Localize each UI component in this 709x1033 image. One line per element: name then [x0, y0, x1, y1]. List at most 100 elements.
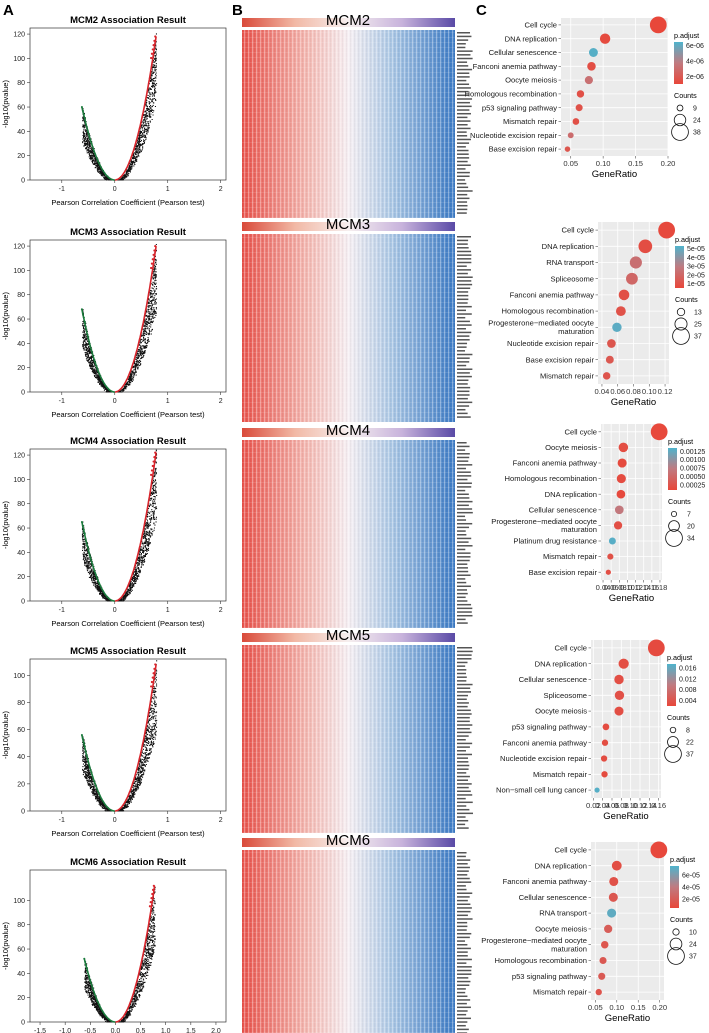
- volcano-xtick-label: 1.5: [186, 1028, 196, 1033]
- enrichment-category-label: Oocyte meiosis: [535, 707, 587, 716]
- heatmap-gene-labels: [457, 852, 473, 1033]
- heatmap-gene-label-mark: [457, 647, 473, 649]
- enrichment-category-label: Fanconi anemia pathway: [473, 62, 558, 71]
- heatmap-gene-label-mark: [457, 497, 470, 499]
- heatmap-gene-label-mark: [457, 940, 466, 942]
- heatmap-gene-label-mark: [457, 567, 468, 569]
- enrichment-xlabel: GeneRatio: [609, 593, 654, 604]
- enrichment-dot: [575, 104, 583, 112]
- heatmap-gene-label-mark: [457, 453, 470, 455]
- heatmap-gene-label-mark: [457, 896, 470, 898]
- heatmap-gene-label-mark: [457, 500, 473, 503]
- heatmap-gene-label-mark: [457, 852, 467, 854]
- heatmap-gene-label-mark: [457, 197, 470, 200]
- enrichment-category-label: Mismatch repair: [543, 552, 597, 561]
- heatmap-gene-label-mark: [457, 680, 467, 682]
- enrichment-category-label: Cell cycle: [555, 644, 588, 653]
- legend-counts-label: 9: [693, 105, 697, 112]
- heatmap-gene-labels: [457, 236, 473, 418]
- heatmap-gene-label-mark: [457, 530, 466, 532]
- legend-padj-tick-label: 2e-06: [686, 74, 704, 81]
- legend-padj-tick-label: 0.016: [679, 665, 697, 672]
- enrichment-category-label: Platinum drug resistance: [513, 537, 597, 546]
- volcano-top-point: [154, 35, 157, 38]
- heatmap-gene-label-mark: [457, 515, 466, 518]
- enrichment-dot: [600, 755, 608, 762]
- volcano-ytick-label: 20: [17, 365, 25, 372]
- heatmap-gene-label-mark: [457, 250, 472, 253]
- enrichment-xtick-label: 0.05: [588, 1003, 603, 1012]
- volcano-points-red: [114, 664, 157, 812]
- volcano-points-black: [81, 243, 158, 393]
- enrichment-xtick-label: 0.06: [604, 583, 619, 592]
- heatmap-gene-label-mark: [457, 819, 469, 822]
- volcano-ytick-label: 80: [17, 922, 25, 929]
- volcano-ytick-label: 120: [13, 453, 25, 460]
- volcano-title: MCM3 Association Result: [70, 227, 187, 238]
- heatmap-gene-label-mark: [457, 650, 473, 653]
- heatmap-gene-label-mark: [457, 541, 469, 543]
- enrichment-dot: [601, 771, 608, 778]
- legend-padj-tick-label: 1e-05: [687, 281, 705, 288]
- heatmap-gene-label-mark: [457, 157, 470, 159]
- volcano-xtick-label: -1: [59, 607, 65, 614]
- legend-padj-colorbar: [667, 664, 676, 706]
- heatmap-gene-label-mark: [457, 808, 470, 811]
- heatmap-gene-label-mark: [457, 283, 473, 286]
- heatmaps: MCM2 MCM3 MCM4 MCM5 MCM6: [242, 12, 473, 1033]
- enrichment-dot: [650, 841, 668, 859]
- heatmap-gene-label-mark: [457, 797, 466, 800]
- heatmap-gene-label-mark: [457, 614, 473, 617]
- volcano-points: [80, 243, 158, 393]
- enrichment-category-label: Fanconi anemia pathway: [510, 291, 595, 300]
- volcano-xtick-label: 1.0: [161, 1028, 171, 1033]
- volcano-mcm4: MCM4 Association Result020406080100120-1…: [1, 436, 227, 628]
- heatmap-annotation-bar: [242, 428, 455, 437]
- enrichment-dot: [599, 33, 611, 44]
- enrichment-category-label: DNA replication: [535, 861, 587, 870]
- volcano-ytick-label: 60: [17, 317, 25, 324]
- heatmap-gene-label-mark: [457, 109, 470, 111]
- volcano-points-red: [114, 452, 157, 602]
- heatmap-gene-label-mark: [457, 87, 471, 89]
- enrichment-dot: [626, 272, 638, 285]
- volcano-xtick-label: 1: [166, 398, 170, 405]
- heatmap-gene-label-mark: [457, 204, 468, 207]
- heatmap-gene-label-mark: [457, 65, 469, 67]
- enrichment-panel-4: Cell cycle DNA replication Cellular senesc…: [496, 639, 697, 822]
- heatmap-gene-label-mark: [457, 874, 468, 876]
- heatmap-gene-label-mark: [457, 570, 469, 573]
- volcano-ytick-label: 0: [21, 599, 25, 606]
- heatmap-gene-label-mark: [457, 54, 471, 56]
- enrichment-category-label: Progesterone−mediated oocyte: [481, 936, 587, 945]
- legend-padj-tick-label: 4e-05: [682, 884, 700, 891]
- enrichment-xtick-label: 0.10: [623, 801, 638, 810]
- volcano-ytick-label: 0: [21, 1020, 25, 1027]
- enrichment-dot: [607, 339, 616, 348]
- enrichment-xlabel: GeneRatio: [611, 397, 656, 408]
- legend-padj-tick-label: 0.012: [679, 676, 697, 683]
- heatmap-gene-label-mark: [457, 888, 467, 891]
- volcano-title: MCM6 Association Result: [70, 857, 187, 868]
- volcano-points-red: [114, 36, 157, 181]
- enrichment-category-label: Oocyte meiosis: [535, 925, 587, 934]
- enrichment-category-label: maturation: [561, 525, 597, 534]
- heatmap-gene-label-mark: [457, 127, 471, 130]
- heatmap-gene-label-mark: [457, 1010, 468, 1012]
- enrichment-category-label: Cell cycle: [562, 226, 595, 235]
- heatmap-gene-label-mark: [457, 135, 468, 137]
- heatmap-gene-label-mark: [457, 716, 470, 719]
- enrichment-dot: [576, 90, 585, 98]
- legend-counts-circle: [667, 947, 685, 965]
- heatmap-texture: [242, 234, 455, 422]
- heatmap-gene-label-mark: [457, 746, 470, 748]
- heatmap-gene-label-mark: [457, 669, 467, 671]
- heatmap-gene-label-mark: [457, 537, 472, 540]
- heatmap-gene-label-mark: [457, 138, 471, 141]
- heatmap-gene-label-mark: [457, 94, 470, 97]
- heatmap-gene-label-mark: [457, 372, 470, 374]
- heatmap-gene-label-mark: [457, 596, 466, 599]
- heatmap-gene-label-mark: [457, 368, 473, 370]
- legend-counts-circle: [667, 736, 679, 748]
